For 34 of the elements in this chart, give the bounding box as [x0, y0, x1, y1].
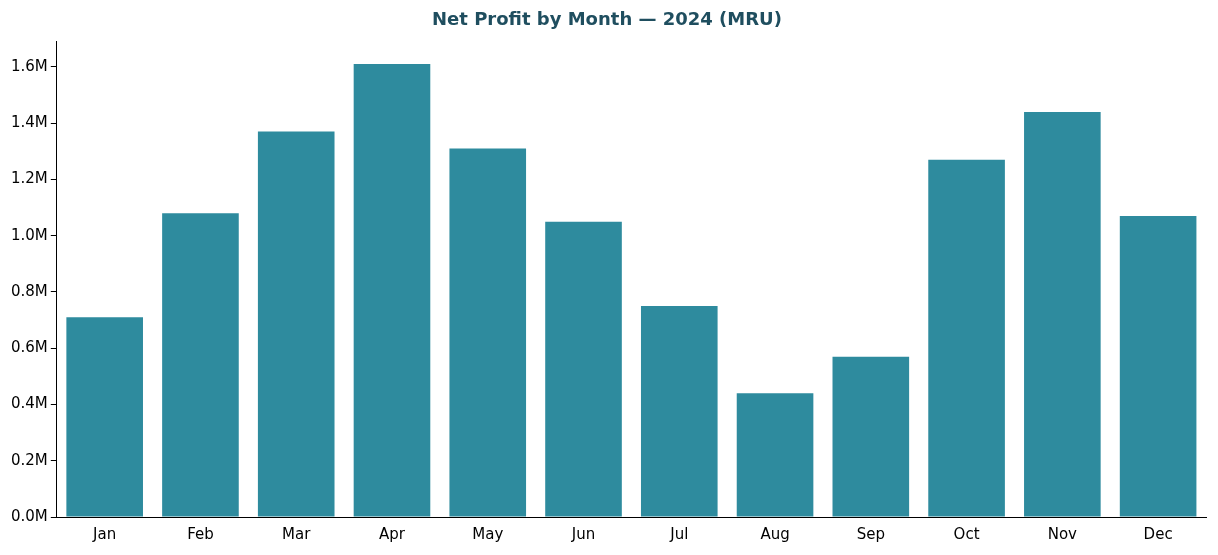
- bar: [832, 356, 910, 517]
- x-tick-label: Mar: [282, 524, 312, 543]
- bar: [928, 159, 1005, 517]
- x-tick-label: Dec: [1143, 524, 1173, 543]
- y-tick-label: 1.6M: [11, 56, 48, 75]
- x-tick-label: Jul: [669, 524, 689, 543]
- bar: [353, 64, 431, 517]
- bar: [257, 131, 335, 517]
- bar: [449, 148, 527, 517]
- bar: [736, 393, 814, 517]
- x-tick-label: Jan: [92, 524, 117, 543]
- x-tick-label: Apr: [379, 524, 406, 543]
- y-tick-label: 1.2M: [11, 169, 48, 188]
- bar: [66, 317, 143, 517]
- bar: [545, 221, 622, 517]
- bar: [162, 213, 239, 517]
- x-tick-label: Sep: [856, 524, 885, 543]
- x-tick-label: Nov: [1047, 524, 1078, 543]
- x-tick-label: Jun: [570, 524, 596, 543]
- y-tick-label: 0.6M: [11, 338, 48, 357]
- y-tick-label: 0.8M: [11, 281, 48, 300]
- x-tick-label: Aug: [760, 524, 790, 543]
- bar: [1024, 111, 1101, 517]
- y-tick-label: 0.0M: [11, 506, 48, 525]
- bar: [640, 306, 718, 517]
- x-tick-label: Oct: [953, 524, 980, 543]
- x-tick-label: Feb: [187, 524, 214, 543]
- x-tick-label: May: [472, 524, 504, 543]
- y-tick-label: 0.4M: [11, 394, 48, 413]
- y-tick-label: 1.0M: [11, 225, 48, 244]
- bar: [1119, 216, 1197, 517]
- y-tick-label: 1.4M: [11, 113, 48, 132]
- chart-title: Net Profit by Month — 2024 (MRU): [432, 8, 782, 30]
- y-tick-label: 0.2M: [11, 450, 48, 469]
